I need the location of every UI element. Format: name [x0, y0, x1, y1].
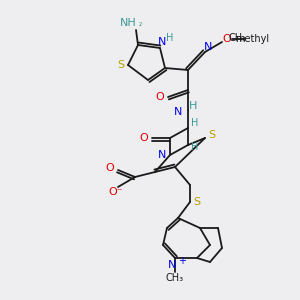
- Text: S: S: [194, 197, 201, 207]
- Text: O: O: [223, 34, 231, 44]
- Text: +: +: [178, 256, 186, 266]
- Text: CH₃: CH₃: [229, 33, 247, 43]
- Text: S: S: [208, 130, 216, 140]
- Text: NH: NH: [120, 18, 136, 28]
- Text: O: O: [156, 92, 164, 102]
- Text: CH₃: CH₃: [166, 273, 184, 283]
- Text: N: N: [158, 37, 166, 47]
- Text: N: N: [158, 150, 166, 160]
- Text: O: O: [106, 163, 114, 173]
- Text: methyl: methyl: [235, 34, 269, 44]
- Text: ₂: ₂: [138, 19, 142, 28]
- Text: N: N: [204, 42, 212, 52]
- Text: N: N: [174, 107, 182, 117]
- Text: N: N: [168, 260, 176, 270]
- Text: H: H: [191, 118, 199, 128]
- Text: H: H: [189, 101, 197, 111]
- Text: H: H: [166, 33, 174, 43]
- Text: O⁻: O⁻: [109, 187, 123, 197]
- Text: S: S: [117, 60, 124, 70]
- Text: H: H: [191, 142, 199, 152]
- Text: O: O: [140, 133, 148, 143]
